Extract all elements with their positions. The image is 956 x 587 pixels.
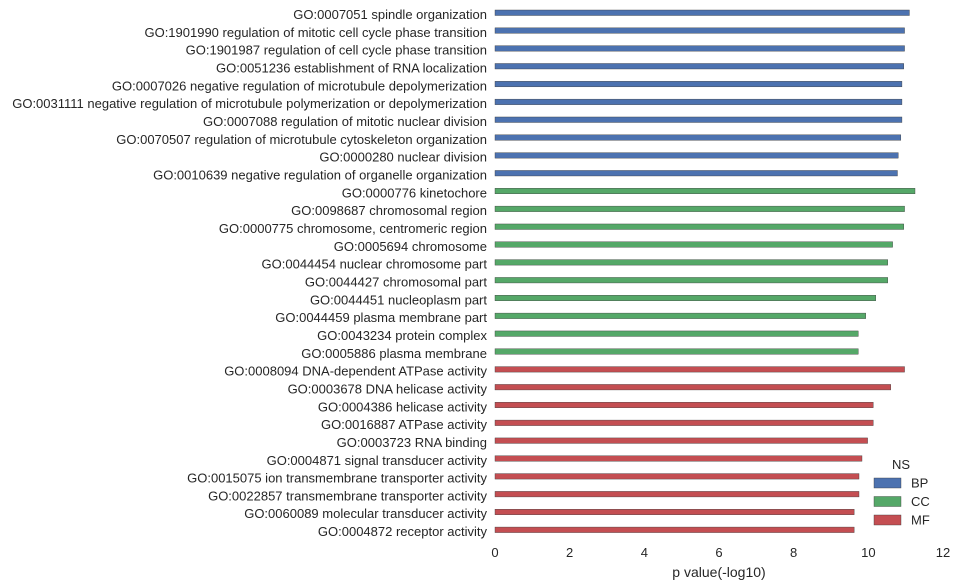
category-label: GO:0010639 negative regulation of organe… — [153, 167, 487, 182]
bar-mf — [494, 402, 874, 408]
bar-cc — [494, 223, 904, 230]
category-label: GO:0060089 molecular transducer activity — [244, 506, 487, 521]
category-label: GO:0005886 plasma membrane — [301, 346, 487, 361]
category-label: GO:0000776 kinetochore — [342, 185, 487, 200]
bar-mf — [494, 473, 860, 480]
bar-mf — [494, 455, 863, 462]
bar-cc — [494, 259, 888, 266]
bar-mf — [494, 526, 855, 533]
bar-bp — [494, 98, 903, 105]
category-label: GO:0005694 chromosome — [334, 239, 487, 254]
category-label: GO:0044427 chromosomal part — [305, 274, 487, 289]
bar-cc — [494, 205, 905, 212]
bar-cc — [494, 277, 888, 284]
x-axis-ticks: 0 2 4 6 8 10 12 — [491, 545, 950, 560]
legend-swatch-cc — [873, 496, 902, 507]
bar-bp — [494, 9, 910, 16]
x-tick-label: 0 — [491, 545, 498, 560]
bar-bp — [494, 81, 903, 88]
legend: NS BP CC MF — [873, 457, 930, 528]
legend-label-bp: BP — [911, 476, 928, 491]
category-label: GO:0044459 plasma membrane part — [275, 310, 487, 325]
category-label: GO:0043234 protein complex — [317, 328, 487, 343]
x-tick-label: 4 — [641, 545, 648, 560]
bar-bp — [494, 152, 899, 159]
category-label: GO:1901987 regulation of cell cycle phas… — [186, 43, 487, 58]
category-label: GO:0015075 ion transmembrane transporter… — [187, 471, 487, 486]
bar-bp — [494, 27, 905, 34]
legend-swatch-mf — [873, 514, 902, 526]
category-label: GO:0000775 chromosome, centromeric regio… — [219, 221, 487, 236]
category-label: GO:0031111 negative regulation of microt… — [12, 96, 487, 111]
category-label: GO:0007088 regulation of mitotic nuclear… — [203, 114, 487, 129]
bar-bp — [494, 116, 903, 123]
bar-bp — [494, 63, 904, 70]
bar-cc — [494, 295, 876, 301]
category-label: GO:1901990 regulation of mitotic cell cy… — [144, 25, 487, 40]
bar-cc — [494, 241, 893, 248]
legend-swatch-bp — [873, 477, 902, 489]
legend-label-mf: MF — [911, 513, 930, 528]
bar-cc — [494, 312, 866, 319]
bar-bp — [494, 170, 898, 177]
bar-bp — [494, 45, 905, 52]
x-tick-label: 6 — [715, 545, 722, 560]
x-tick-label: 12 — [936, 545, 950, 560]
category-label: GO:0004386 helicase activity — [318, 399, 488, 414]
bar-mf — [494, 366, 905, 373]
bar-cc — [494, 348, 859, 355]
bar-cc — [494, 330, 859, 337]
category-label: GO:0003723 RNA binding — [337, 435, 487, 450]
category-label: GO:0016887 ATPase activity — [321, 417, 487, 432]
bar-mf — [494, 419, 874, 426]
category-label: GO:0022857 transmembrane transporter act… — [208, 488, 487, 503]
category-label: GO:0004872 receptor activity — [318, 524, 488, 539]
bar-mf — [494, 437, 868, 444]
category-label: GO:0044454 nuclear chromosome part — [262, 257, 488, 272]
category-label: GO:0007026 negative regulation of microt… — [112, 78, 487, 93]
bar-cc — [494, 188, 916, 195]
x-tick-label: 2 — [566, 545, 573, 560]
category-labels: GO:0007051 spindle organization GO:190199… — [12, 7, 487, 539]
category-label: GO:0044451 nucleoplasm part — [310, 292, 487, 307]
legend-title: NS — [892, 457, 910, 472]
bars-layer — [494, 9, 916, 533]
category-label: GO:0070507 regulation of microtubule cyt… — [116, 132, 487, 147]
category-label: GO:0008094 DNA-dependent ATPase activity — [224, 364, 487, 379]
legend-label-cc: CC — [911, 494, 930, 509]
bar-bp — [494, 134, 902, 141]
category-label: GO:0007051 spindle organization — [293, 7, 487, 22]
x-tick-label: 8 — [790, 545, 797, 560]
bar-mf — [494, 509, 855, 515]
category-label: GO:0098687 chromosomal region — [291, 203, 487, 218]
legend-entries: BP CC MF — [873, 476, 930, 528]
category-label: GO:0000280 nuclear division — [319, 150, 487, 165]
x-axis-title: p value(-log10) — [672, 564, 765, 580]
category-label: GO:0051236 establishment of RNA localiza… — [216, 60, 487, 75]
bar-mf — [494, 384, 891, 391]
bar-mf — [494, 491, 860, 498]
x-tick-label: 10 — [861, 545, 875, 560]
category-label: GO:0003678 DNA helicase activity — [288, 381, 488, 396]
category-label: GO:0004871 signal transducer activity — [267, 453, 488, 468]
